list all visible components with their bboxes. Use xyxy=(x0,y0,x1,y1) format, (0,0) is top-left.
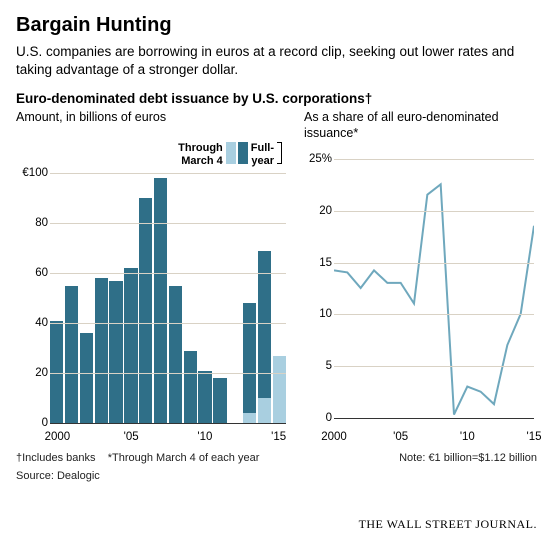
x-tick-label: 2000 xyxy=(321,431,347,443)
gridline xyxy=(50,373,286,374)
brand-label: THE WALL STREET JOURNAL. xyxy=(359,517,537,532)
gridline xyxy=(334,418,534,419)
bar-full xyxy=(198,371,211,424)
left-subtitle: Amount, in billions of euros xyxy=(16,110,286,142)
bar-slot xyxy=(154,148,167,423)
bar-through xyxy=(258,398,271,423)
bar-slot xyxy=(95,148,108,423)
y-tick-label: 20 xyxy=(35,367,48,379)
y-tick-label: 0 xyxy=(326,412,332,424)
x-tick-label: '15 xyxy=(527,431,542,443)
bar-slot xyxy=(80,148,93,423)
bar-full xyxy=(154,178,167,423)
bar-slot xyxy=(243,148,256,423)
line-plot-area: 0 5 10 15 20 25% xyxy=(304,148,534,428)
bar-slot xyxy=(50,148,63,423)
gridline xyxy=(334,366,534,367)
bar-full xyxy=(124,268,137,423)
y-tick-label: €100 xyxy=(22,167,48,179)
gridline xyxy=(50,323,286,324)
y-tick-label: 40 xyxy=(35,317,48,329)
y-tick-label: 0 xyxy=(42,417,48,429)
bar-slot xyxy=(109,148,122,423)
bars-container xyxy=(50,148,286,423)
x-tick-label: 2000 xyxy=(45,431,71,443)
y-tick-label: 25% xyxy=(309,153,332,165)
bar-full xyxy=(169,286,182,424)
bar-plot-area: 0 20 40 60 80 €100 xyxy=(16,148,286,428)
bar-full xyxy=(213,378,226,423)
bar-slot xyxy=(139,148,152,423)
panels: Amount, in billions of euros ThroughMarc… xyxy=(16,110,537,446)
bar-slot xyxy=(258,148,271,423)
source: Source: Dealogic xyxy=(16,470,537,482)
right-subtitle: As a share of all euro-denominated issua… xyxy=(304,110,534,142)
y-tick-label: 60 xyxy=(35,267,48,279)
y-tick-label: 80 xyxy=(35,217,48,229)
footnote-left: †Includes banks *Through March 4 of each… xyxy=(16,452,259,464)
x-tick-label: '10 xyxy=(460,431,475,443)
bar-slot xyxy=(65,148,78,423)
x-tick-label: '15 xyxy=(271,431,286,443)
bar-slot xyxy=(213,148,226,423)
gridline xyxy=(334,314,534,315)
bar-slot xyxy=(228,148,241,423)
gridline xyxy=(50,423,286,424)
y-tick-label: 20 xyxy=(319,205,332,217)
footnote-right: Note: €1 billion=$1.12 billion xyxy=(399,452,537,464)
gridline xyxy=(334,159,534,160)
left-x-axis: 2000'05'10'15 xyxy=(50,428,286,446)
bar-slot xyxy=(124,148,137,423)
line-svg xyxy=(334,148,534,428)
bar-full xyxy=(65,286,78,424)
share-line xyxy=(334,185,534,415)
bar-full xyxy=(80,333,93,423)
bar-chart-panel: Amount, in billions of euros ThroughMarc… xyxy=(16,110,286,446)
bar-full xyxy=(109,281,122,424)
x-tick-label: '10 xyxy=(197,431,212,443)
chart-title: Bargain Hunting xyxy=(16,14,537,37)
chart-header: Euro-denominated debt issuance by U.S. c… xyxy=(16,91,537,106)
footnotes: †Includes banks *Through March 4 of each… xyxy=(16,452,537,464)
bar-through xyxy=(273,356,286,424)
bar-through xyxy=(243,413,256,423)
gridline xyxy=(50,173,286,174)
gridline xyxy=(334,211,534,212)
right-x-axis: 2000'05'10'15 xyxy=(334,428,534,446)
gridline xyxy=(334,263,534,264)
y-tick-label: 5 xyxy=(326,360,332,372)
gridline xyxy=(50,223,286,224)
bar-full xyxy=(50,321,63,424)
bar-slot xyxy=(184,148,197,423)
bar-slot xyxy=(198,148,211,423)
y-tick-label: 15 xyxy=(319,257,332,269)
bar-full xyxy=(95,278,108,423)
bar-full xyxy=(139,198,152,423)
bar-full xyxy=(184,351,197,424)
gridline xyxy=(50,273,286,274)
x-tick-label: '05 xyxy=(393,431,408,443)
line-chart-panel: As a share of all euro-denominated issua… xyxy=(304,110,534,446)
x-tick-label: '05 xyxy=(124,431,139,443)
y-tick-label: 10 xyxy=(319,308,332,320)
bar-slot xyxy=(273,148,286,423)
chart-subtitle: U.S. companies are borrowing in euros at… xyxy=(16,43,537,79)
bar-full xyxy=(243,303,256,423)
bar-slot xyxy=(169,148,182,423)
